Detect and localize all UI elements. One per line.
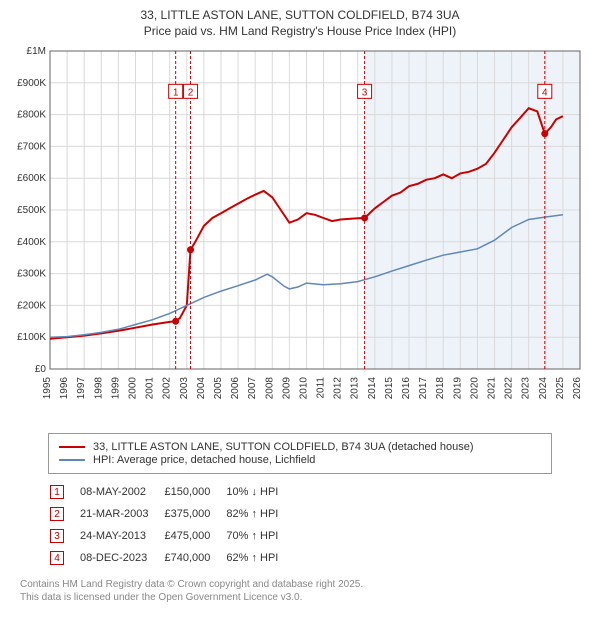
legend-row: HPI: Average price, detached house, Lich…	[59, 454, 541, 466]
x-tick-label: 2022	[504, 377, 515, 400]
legend-label: 33, LITTLE ASTON LANE, SUTTON COLDFIELD,…	[93, 441, 473, 453]
x-tick-label: 1998	[93, 377, 104, 400]
event-label-num: 4	[542, 88, 548, 99]
x-tick-label: 2014	[367, 377, 378, 400]
event-label-num: 1	[173, 88, 179, 99]
event-price: £740,000	[164, 548, 224, 568]
chart-title: 33, LITTLE ASTON LANE, SUTTON COLDFIELD,…	[10, 8, 590, 39]
y-tick-label: £400K	[17, 237, 46, 248]
x-tick-label: 2012	[333, 377, 344, 400]
x-tick-label: 2016	[401, 377, 412, 400]
y-tick-label: £100K	[17, 332, 46, 343]
event-marker: 3	[50, 529, 64, 543]
legend-row: 33, LITTLE ASTON LANE, SUTTON COLDFIELD,…	[59, 441, 541, 453]
event-price: £150,000	[164, 482, 224, 502]
x-tick-label: 2008	[264, 377, 275, 400]
x-tick-label: 2013	[350, 377, 361, 400]
x-tick-label: 2015	[384, 377, 395, 400]
x-tick-label: 2017	[418, 377, 429, 400]
x-tick-label: 2018	[435, 377, 446, 400]
event-marker: 2	[50, 507, 64, 521]
y-tick-label: £900K	[17, 78, 46, 89]
y-tick-label: £600K	[17, 173, 46, 184]
legend: 33, LITTLE ASTON LANE, SUTTON COLDFIELD,…	[48, 433, 552, 474]
event-delta: 70% ↑ HPI	[226, 526, 292, 546]
event-label-num: 2	[188, 88, 194, 99]
x-tick-label: 2024	[538, 377, 549, 400]
x-tick-label: 2004	[196, 377, 207, 400]
event-price: £375,000	[164, 504, 224, 524]
event-row: 3 24-MAY-2013£475,00070% ↑ HPI	[50, 526, 292, 546]
x-tick-label: 2020	[469, 377, 480, 400]
x-tick-label: 2011	[316, 377, 327, 399]
event-date: 08-MAY-2002	[80, 482, 162, 502]
footer-note: Contains HM Land Registry data © Crown c…	[20, 578, 580, 604]
event-date: 24-MAY-2013	[80, 526, 162, 546]
event-date: 08-DEC-2023	[80, 548, 162, 568]
x-tick-label: 1996	[59, 377, 70, 400]
x-tick-label: 2019	[452, 377, 463, 400]
x-tick-label: 1999	[110, 377, 121, 400]
y-tick-label: £200K	[17, 301, 46, 312]
event-price: £475,000	[164, 526, 224, 546]
title-line-1: 33, LITTLE ASTON LANE, SUTTON COLDFIELD,…	[10, 8, 590, 24]
event-dot	[187, 246, 194, 253]
footer-line-2: This data is licensed under the Open Gov…	[20, 591, 580, 604]
event-row: 4 08-DEC-2023£740,00062% ↑ HPI	[50, 548, 292, 568]
x-tick-label: 2026	[572, 377, 583, 400]
event-marker: 4	[50, 551, 64, 565]
event-delta: 10% ↓ HPI	[226, 482, 292, 502]
event-dot	[172, 318, 179, 325]
event-row: 2 21-MAR-2003£375,00082% ↑ HPI	[50, 504, 292, 524]
y-tick-label: £800K	[17, 110, 46, 121]
event-delta: 62% ↑ HPI	[226, 548, 292, 568]
y-tick-label: £0	[35, 364, 47, 375]
x-tick-label: 2002	[162, 377, 173, 400]
event-label-num: 3	[362, 88, 368, 99]
event-dot	[361, 215, 368, 222]
y-tick-label: £700K	[17, 142, 46, 153]
chart-area: £0 £100K £200K £300K £400K £500K £600K £700K £80…	[10, 45, 590, 425]
x-tick-label: 1997	[76, 377, 87, 400]
x-tick-label: 2003	[179, 377, 190, 400]
y-tick-label: £500K	[17, 205, 46, 216]
y-tick-label: £1M	[27, 46, 46, 57]
x-tick-label: 2001	[145, 377, 156, 400]
event-dot	[541, 130, 548, 137]
x-tick-label: 2006	[230, 377, 241, 400]
event-marker: 1	[50, 485, 64, 499]
legend-swatch	[59, 446, 85, 448]
x-tick-label: 2007	[247, 377, 258, 400]
title-line-2: Price paid vs. HM Land Registry's House …	[10, 24, 590, 40]
x-tick-label: 1995	[42, 377, 53, 400]
footer-line-1: Contains HM Land Registry data © Crown c…	[20, 578, 580, 591]
x-tick-label: 2000	[127, 377, 138, 400]
legend-swatch	[59, 459, 85, 461]
x-tick-label: 2021	[487, 377, 498, 400]
x-tick-label: 2005	[213, 377, 224, 400]
x-tick-label: 2025	[555, 377, 566, 400]
legend-label: HPI: Average price, detached house, Lich…	[93, 454, 315, 466]
x-tick-label: 2009	[281, 377, 292, 400]
event-delta: 82% ↑ HPI	[226, 504, 292, 524]
event-date: 21-MAR-2003	[80, 504, 162, 524]
event-row: 1 08-MAY-2002£150,00010% ↓ HPI	[50, 482, 292, 502]
y-tick-label: £300K	[17, 269, 46, 280]
events-table: 1 08-MAY-2002£150,00010% ↓ HPI 2 21-MAR-200…	[48, 480, 294, 570]
x-tick-label: 2023	[521, 377, 532, 400]
x-tick-label: 2010	[298, 377, 309, 400]
